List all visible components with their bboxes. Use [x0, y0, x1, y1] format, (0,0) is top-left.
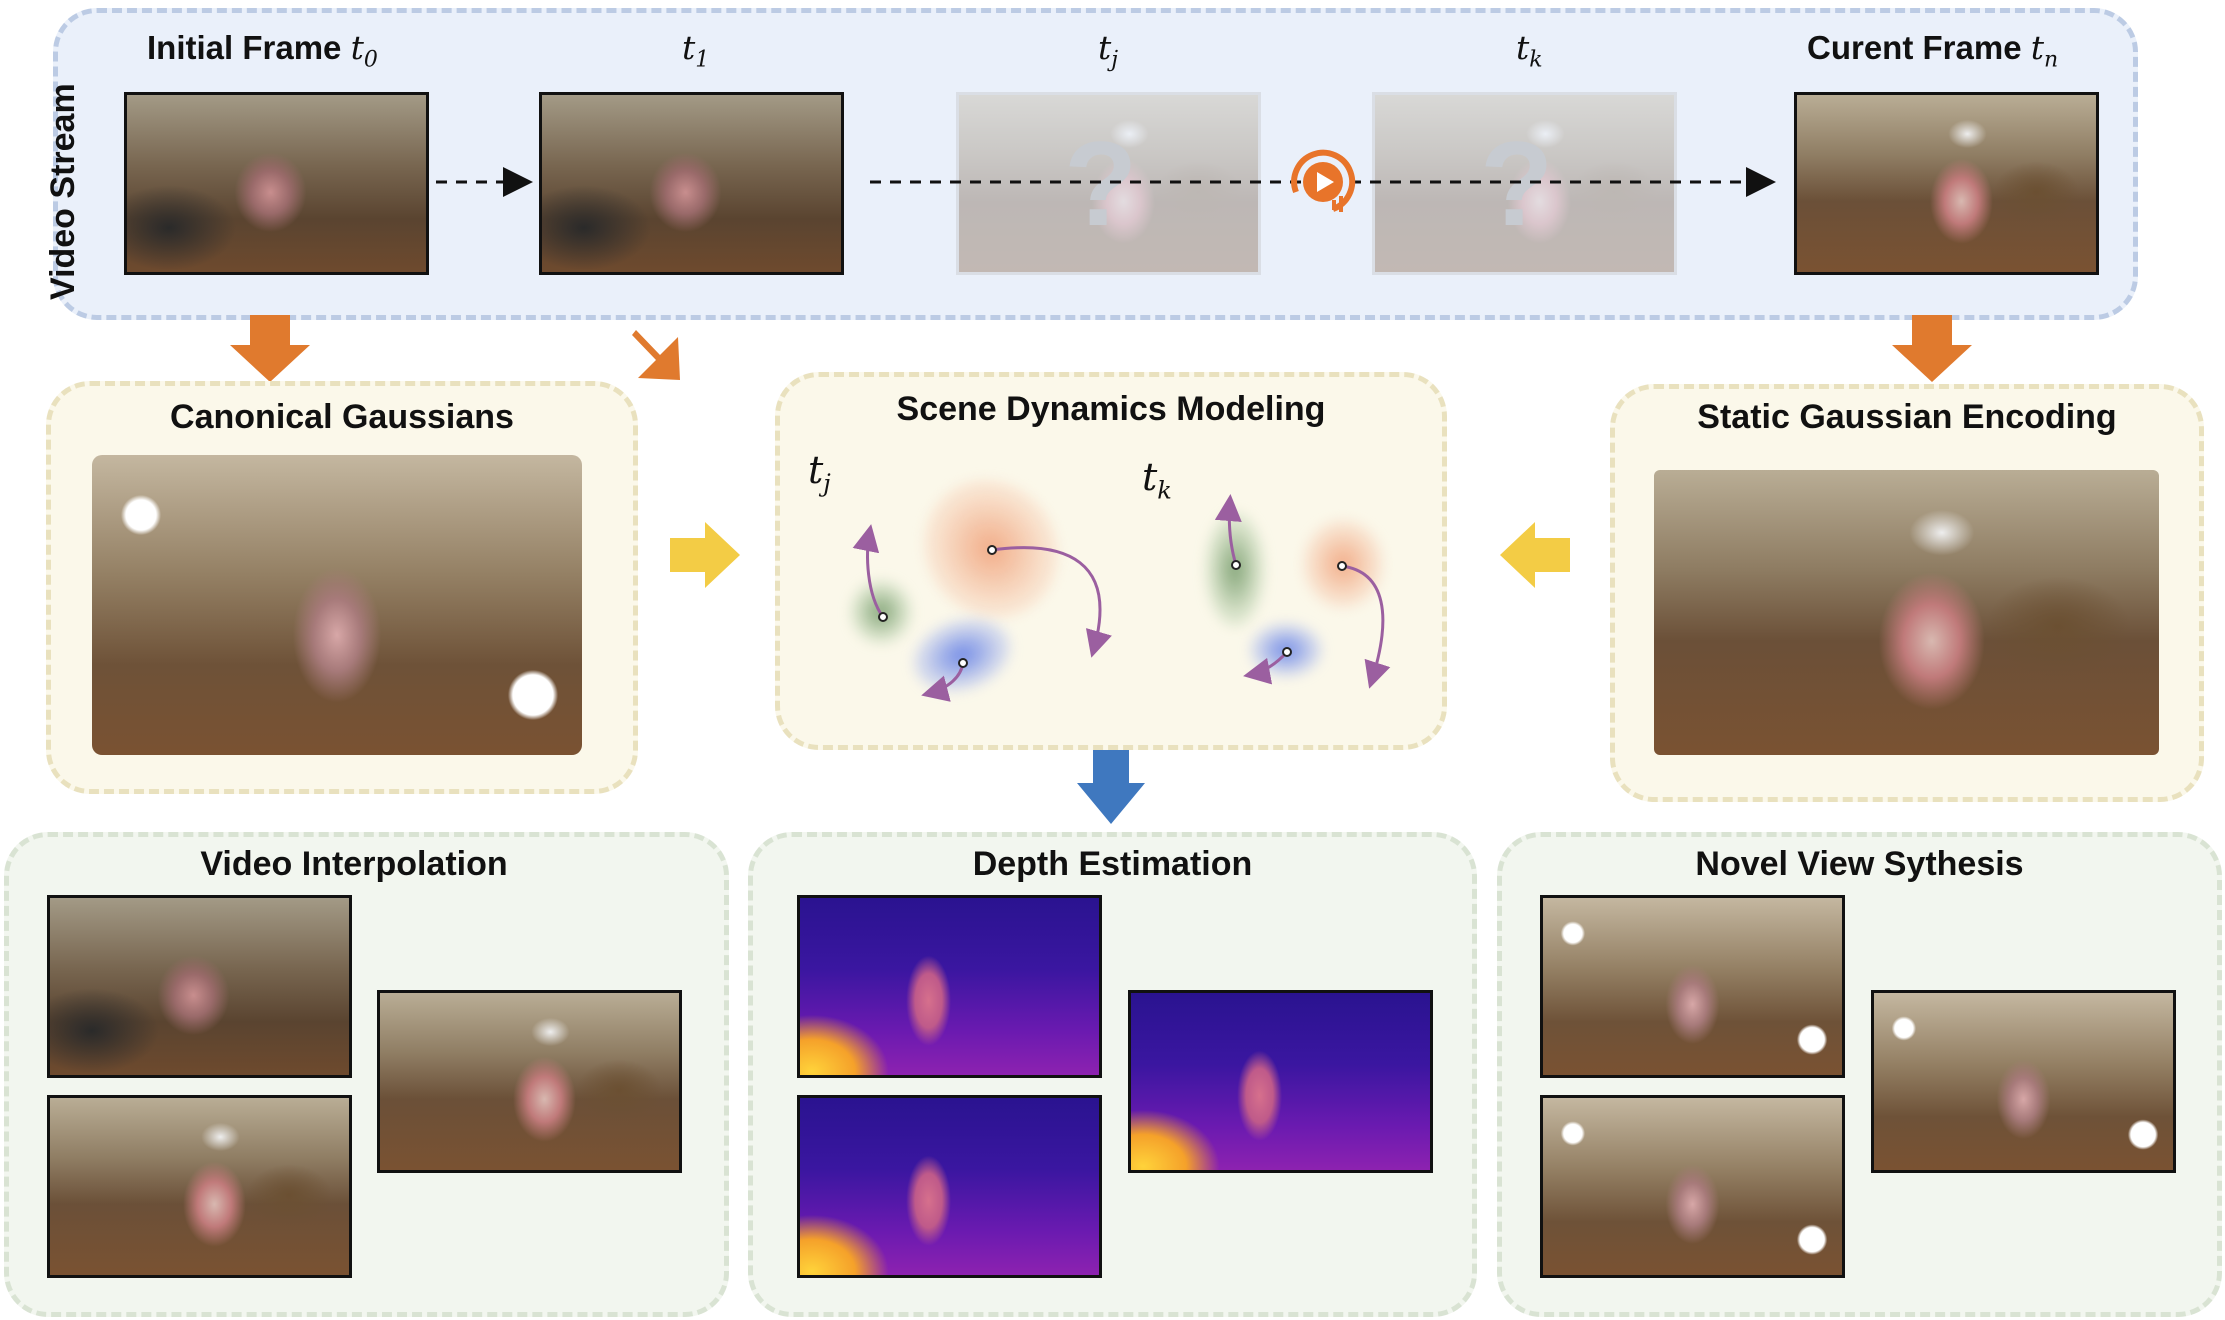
interp-title: Video Interpolation [200, 845, 508, 883]
frame-tj-image: ? [956, 92, 1261, 275]
static-title: Static Gaussian Encoding [1697, 398, 2117, 436]
traj-tj-orange [991, 546, 1112, 658]
orange-arrow-to-static [1892, 315, 1972, 382]
nvs-image-2 [1540, 1095, 1845, 1278]
traj-tk-green [1214, 494, 1242, 566]
dynamics-tk-label: tk [1142, 455, 1172, 505]
nvs-image-3 [1871, 990, 2176, 1173]
play-icon [1291, 149, 1356, 212]
trajectories [852, 494, 1391, 702]
traj-tj-blue [921, 662, 965, 702]
orange-arrow-to-canonical-2 [632, 330, 680, 380]
dynamics-title: Scene Dynamics Modeling [896, 390, 1326, 428]
depth-image-3 [1128, 990, 1433, 1173]
depth-title: Depth Estimation [972, 845, 1253, 883]
video-stream-arrows [436, 149, 1776, 212]
frame-tk-image: ? [1372, 92, 1677, 275]
nvs-title: Novel View Sythesis [1695, 845, 2024, 883]
frame-t1-image [539, 92, 844, 275]
canonical-gaussian-render [92, 455, 582, 755]
yellow-arrow-left [670, 522, 740, 588]
unknown-mark-tj: ? [1064, 117, 1138, 251]
interp-image-1 [47, 895, 352, 1078]
canonical-title: Canonical Gaussians [170, 398, 514, 436]
depth-image-2 [797, 1095, 1102, 1278]
frame-label-tj: tj [1098, 28, 1119, 73]
dynamics-tj-label: tj [808, 448, 831, 498]
blue-arrow-down [1077, 750, 1145, 824]
frame-tn-image [1794, 92, 2099, 275]
depth-image-1 [797, 895, 1102, 1078]
frame-label-tk: tk [1516, 28, 1543, 73]
interp-image-3 [377, 990, 682, 1173]
orange-arrows [230, 315, 1972, 382]
frame-label-t0: Initial Frame t0 [147, 28, 378, 73]
traj-tk-orange [1341, 564, 1391, 689]
frame-label-tn: Curent Frame tn [1807, 28, 2059, 73]
static-gaussian-render [1654, 470, 2159, 755]
traj-tj-green [852, 524, 885, 618]
nvs-image-1 [1540, 895, 1845, 1078]
frame-t0-image [124, 92, 429, 275]
unknown-mark-tk: ? [1480, 117, 1554, 251]
orange-arrow-to-canonical-1 [230, 315, 310, 382]
frame-label-t1: t1 [682, 28, 710, 73]
interp-image-2 [47, 1095, 352, 1278]
traj-tk-blue [1243, 650, 1289, 685]
yellow-arrow-right [1500, 522, 1570, 588]
